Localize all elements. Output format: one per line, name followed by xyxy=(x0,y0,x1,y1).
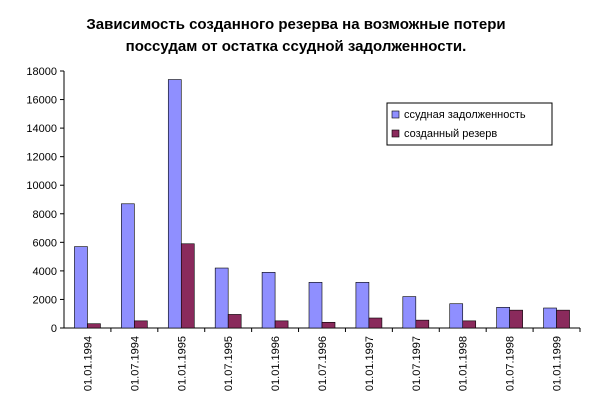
bar-reserve xyxy=(321,321,336,329)
bar-reserve xyxy=(134,320,148,329)
bar-reserve xyxy=(274,320,289,329)
legend-box xyxy=(386,102,553,146)
x-tick-label: 01.01.1996 xyxy=(270,336,282,391)
y-tick-label: 10000 xyxy=(26,180,57,192)
bar-reserve xyxy=(180,243,195,329)
bar-loan-debt xyxy=(449,303,464,329)
bar-loan-debt xyxy=(402,296,417,329)
y-tick-label: 12000 xyxy=(26,152,57,164)
x-tick-label: 01.07.1997 xyxy=(411,336,423,391)
bar-loan-debt xyxy=(167,79,182,329)
legend-swatch xyxy=(391,110,400,119)
bar-reserve xyxy=(462,320,477,329)
bar-loan-debt xyxy=(355,282,370,329)
x-tick-label: 01.01.1998 xyxy=(458,336,470,391)
bar-reserve xyxy=(227,314,242,329)
y-tick-label: 16000 xyxy=(26,95,57,107)
bar-loan-debt xyxy=(543,307,557,329)
y-tick-label: 0 xyxy=(51,323,57,335)
bar-reserve xyxy=(556,309,570,329)
legend-swatch xyxy=(391,129,400,138)
x-tick-label: 01.01.1997 xyxy=(364,336,376,391)
bar-reserve xyxy=(415,319,430,329)
y-tick-label: 14000 xyxy=(26,123,57,135)
chart-title: Зависимость созданного резерва на возмож… xyxy=(86,16,506,55)
y-tick-label: 6000 xyxy=(33,237,57,249)
plot-area: 0 2000 4000 6000 8000 10000 12000 14000 16000 180… xyxy=(26,66,581,391)
x-tick-label: 01.01.1995 xyxy=(176,336,188,391)
y-tick-label: 4000 xyxy=(33,266,57,278)
y-tick-label: 8000 xyxy=(33,209,57,221)
legend-label: ссудная задолженность xyxy=(404,109,526,121)
bar-reserve xyxy=(509,309,523,329)
bar-loan-debt xyxy=(74,246,88,329)
x-tick-label: 01.07.1996 xyxy=(317,336,329,391)
x-tick-label: 01.01.1994 xyxy=(82,336,94,391)
bar-loan-debt xyxy=(496,306,510,329)
y-tick-label: 18000 xyxy=(26,66,57,78)
bar-loan-debt xyxy=(261,272,276,329)
y-tick-label: 2000 xyxy=(33,294,57,306)
x-tick-label: 01.07.1995 xyxy=(223,336,235,391)
bar-loan-debt xyxy=(121,203,135,329)
legend: ссудная задолженность созданный резерв xyxy=(386,102,553,146)
bar-loan-debt xyxy=(214,267,229,329)
bar-reserve xyxy=(87,323,101,329)
bar-reserve xyxy=(368,317,383,329)
legend-label: созданный резерв xyxy=(404,128,497,140)
x-tick-label: 01.07.1998 xyxy=(505,336,517,391)
x-tick-label: 01.01.1999 xyxy=(552,336,564,391)
bar-loan-debt xyxy=(308,282,323,329)
x-tick-label: 01.07.1994 xyxy=(129,336,141,391)
